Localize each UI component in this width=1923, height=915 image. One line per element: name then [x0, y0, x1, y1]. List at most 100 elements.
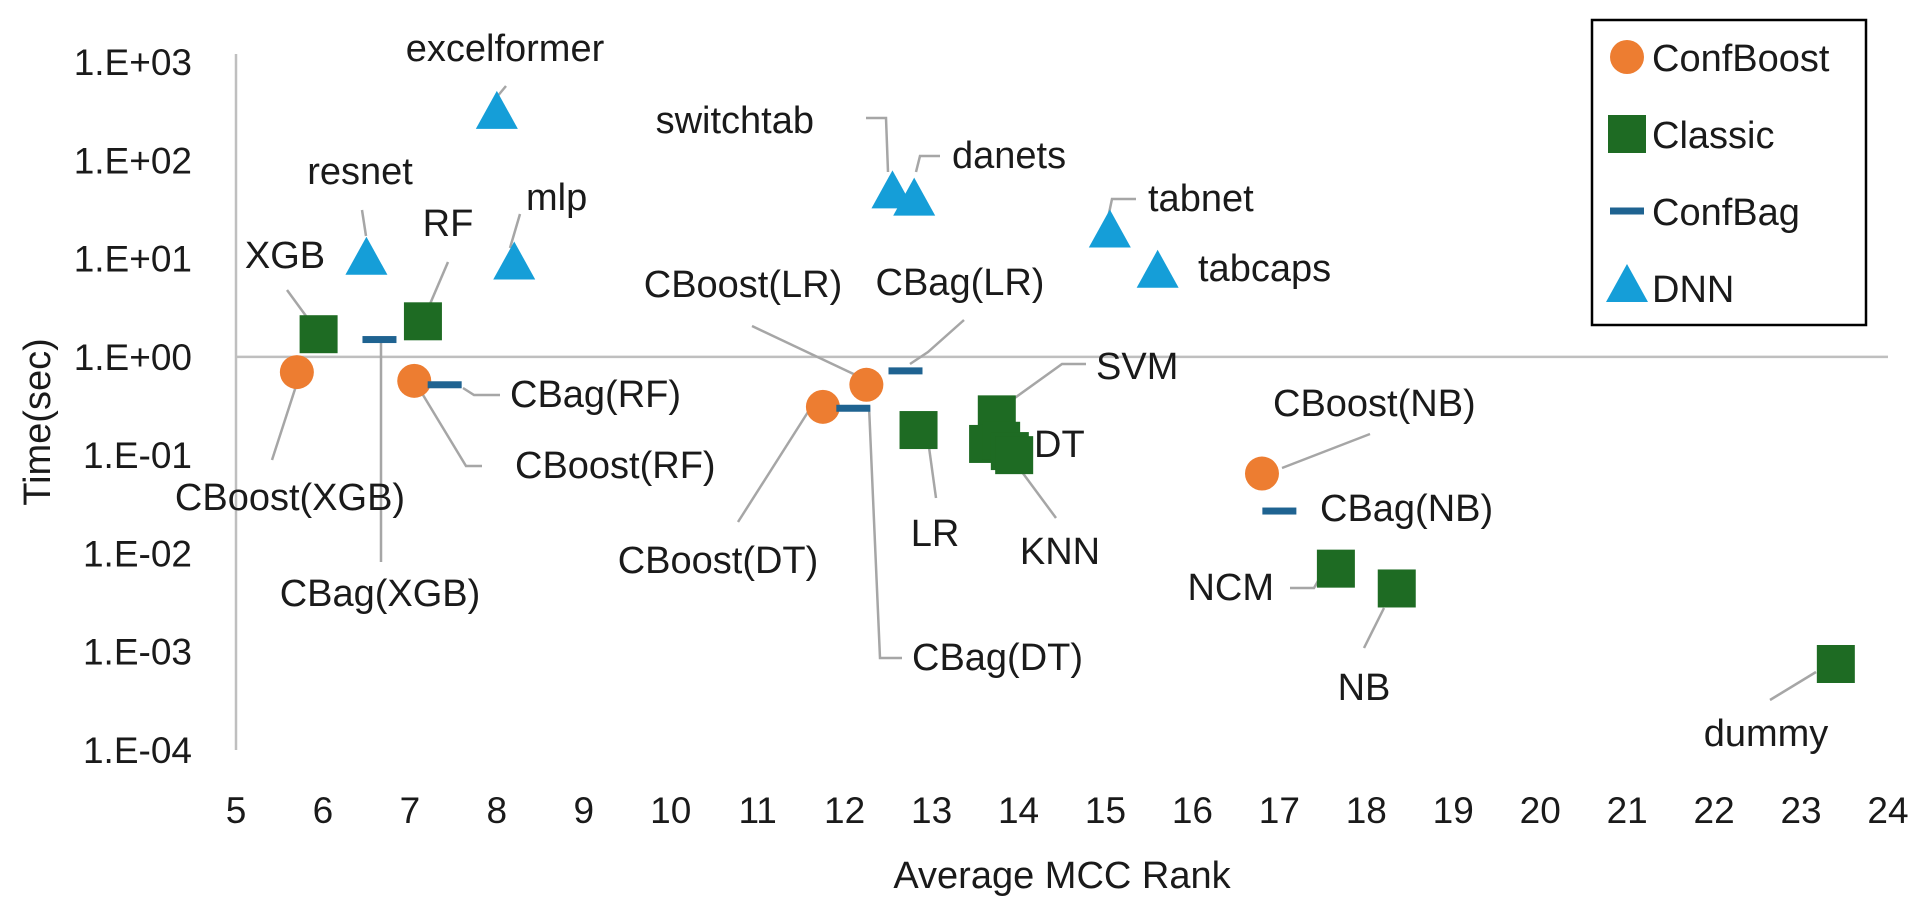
point-label-dt: DT [1034, 424, 1085, 466]
legend-marker-dnn [1606, 264, 1648, 302]
leader-line-cboost-lr [751, 324, 863, 380]
confboost-point-cboost-nb [1244, 456, 1279, 491]
classic-point-lr [899, 411, 938, 450]
x-tick-label: 23 [1780, 790, 1821, 831]
legend: ConfBoost Classic ConfBag DNN [1590, 18, 1868, 327]
y-tick-label: 1.E+00 [74, 337, 192, 378]
x-tick-label: 22 [1694, 790, 1735, 831]
classic-point-dummy [1816, 644, 1855, 683]
x-tick-label: 10 [650, 790, 691, 831]
point-label-tabcaps: tabcaps [1198, 248, 1331, 290]
leader-line-mlp [508, 213, 522, 249]
axes: 1.E+03 1.E+02 1.E+01 1.E+00 1.E-01 1.E-02 1.E-… [17, 42, 1909, 897]
x-tick-label: 16 [1172, 790, 1213, 831]
legend-marker-confbag [1610, 207, 1644, 215]
dnn-point-tabcaps [1136, 249, 1179, 288]
legend-marker-classic [1608, 115, 1646, 153]
confbag-point-cbag-xgb [362, 336, 397, 344]
leader-line-resnet [360, 209, 368, 237]
dnn-point-excelformer [475, 90, 518, 129]
point-label-cboost-lr: CBoost(LR) [644, 264, 843, 306]
classic-point-nb [1377, 569, 1416, 608]
x-tick-label: 8 [487, 790, 508, 831]
y-tick-label: 1.E-01 [83, 435, 192, 476]
point-label-dummy: dummy [1704, 713, 1829, 755]
leader-line-dummy [1769, 670, 1817, 702]
point-label-cbag-rf: CBag(RF) [510, 374, 681, 416]
confboost-point-cboost-lr [849, 367, 884, 402]
point-label-excelformer: excelformer [406, 28, 605, 70]
point-label-xgb: XGB [245, 235, 325, 277]
legend-box [1590, 18, 1868, 327]
point-label-nb: NB [1338, 667, 1391, 709]
leader-line-knn [1020, 471, 1058, 519]
legend-label-dnn: DNN [1652, 269, 1734, 311]
leader-line-cbag-rf [462, 386, 500, 397]
point-label-ncm: NCM [1187, 567, 1274, 609]
dnn-point-mlp [493, 241, 536, 280]
leader-line-cboost-xgb [270, 385, 298, 461]
label-leader-lines [270, 85, 1817, 702]
x-tick-label: 7 [400, 790, 421, 831]
x-tick-label: 11 [738, 790, 776, 831]
x-tick-label: 15 [1085, 790, 1126, 831]
point-label-cbag-nb: CBag(NB) [1320, 488, 1493, 530]
leader-line-cboost-nb [1281, 432, 1371, 470]
leader-line-cboost-rf [418, 389, 482, 468]
y-tick-label: 1.E+01 [74, 239, 192, 280]
confboost-point-cboost-xgb [279, 355, 314, 390]
leader-line-nb [1362, 607, 1386, 649]
point-label-switchtab: switchtab [656, 100, 814, 142]
point-label-tabnet: tabnet [1148, 178, 1254, 220]
leader-line-xgb [285, 289, 308, 317]
y-tick-label: 1.E+03 [74, 42, 192, 83]
legend-label-confboost: ConfBoost [1652, 38, 1830, 80]
classic-point-xgb [299, 315, 338, 354]
point-label-cbag-dt: CBag(DT) [912, 637, 1083, 679]
leader-line-cboost-dt [736, 411, 810, 523]
x-tick-label: 17 [1259, 790, 1300, 831]
x-tick-label: 12 [824, 790, 865, 831]
point-label-cboost-dt: CBoost(DT) [618, 540, 819, 582]
dnn-point-resnet [345, 236, 388, 275]
dnn-point-tabnet [1088, 209, 1131, 248]
legend-label-classic: Classic [1652, 115, 1774, 157]
classic-point-knn [995, 436, 1034, 475]
x-tick-label: 14 [998, 790, 1039, 831]
y-tick-label: 1.E+02 [74, 140, 192, 181]
confbag-point-cbag-dt [836, 404, 871, 412]
point-label-rf: RF [423, 203, 474, 245]
classic-point-rf [403, 302, 442, 341]
y-tick-label: 1.E-03 [83, 632, 192, 673]
legend-marker-confboost [1610, 40, 1644, 74]
leader-line-rf [428, 261, 450, 305]
leader-line-cbag-lr [909, 319, 965, 366]
leader-line-cbag-dt [867, 405, 902, 660]
x-tick-label: 9 [574, 790, 595, 831]
x-axis-title: Average MCC Rank [893, 855, 1231, 897]
leader-line-danets [914, 154, 940, 173]
point-label-lr: LR [911, 513, 960, 555]
x-tick-label: 18 [1346, 790, 1387, 831]
confbag-point-cbag-lr [888, 367, 923, 375]
legend-label-confbag: ConfBag [1652, 192, 1800, 234]
x-tick-label: 19 [1433, 790, 1474, 831]
x-tick-label: 20 [1520, 790, 1561, 831]
confbag-point-cbag-rf [427, 381, 462, 389]
x-tick-label: 24 [1867, 790, 1908, 831]
y-tick-label: 1.E-04 [83, 730, 192, 771]
x-tick-label: 6 [313, 790, 334, 831]
x-tick-label: 13 [911, 790, 952, 831]
point-label-mlp: mlp [526, 177, 587, 219]
dnn-point-danets [893, 177, 936, 216]
point-label-cbag-lr: CBag(LR) [876, 262, 1045, 304]
confboost-point-cboost-rf [397, 363, 432, 398]
point-label-danets: danets [952, 135, 1066, 177]
point-label-cboost-xgb: CBoost(XGB) [175, 477, 405, 519]
leader-line-switchtab [866, 116, 890, 173]
point-label-knn: KNN [1020, 531, 1100, 573]
y-tick-label: 1.E-02 [83, 533, 192, 574]
data-points [279, 90, 1855, 683]
